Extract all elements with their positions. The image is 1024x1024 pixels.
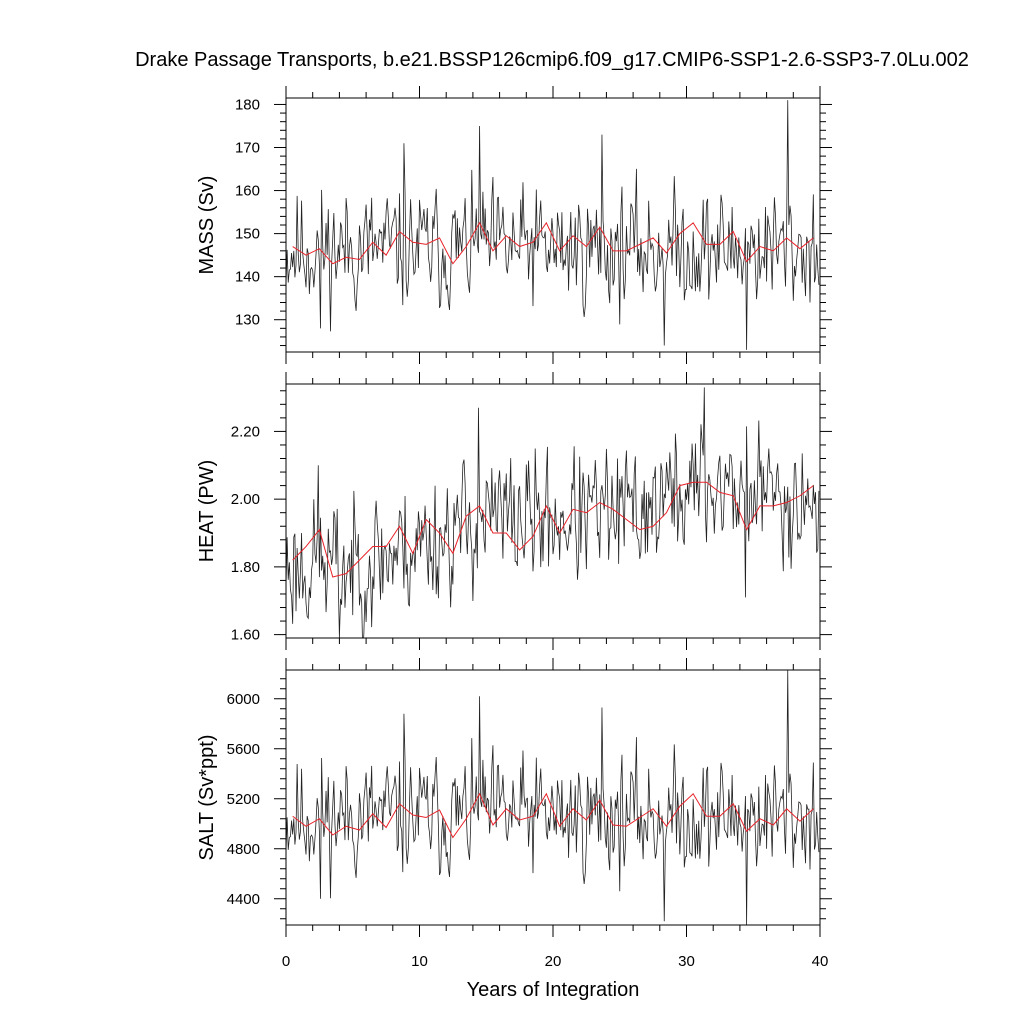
- panel-3: 4400 4800 5200 5600 6000 SALT (Sv*ppt): [196, 658, 832, 937]
- y-tick-label: 5600: [227, 741, 260, 758]
- y-tick-label: 1.80: [231, 559, 260, 576]
- monthly-series-line: [286, 100, 820, 350]
- plot-frame: [285, 97, 821, 353]
- y-axis-label: MASS (Sv): [196, 176, 218, 275]
- y-tick-label: 140: [235, 269, 260, 286]
- x-tick-label: 30: [678, 953, 695, 970]
- y-tick-label: 2.20: [231, 423, 260, 440]
- y-axis-label: SALT (Sv*ppt): [196, 735, 218, 861]
- panel-2: 1.60 1.80 2.00 2.20 HEAT (PW): [196, 372, 832, 650]
- panel-1: 130 140 150 160 170 180 MASS (Sv): [196, 86, 832, 364]
- y-tick-label: 6000: [227, 691, 260, 708]
- y-tick-label: 160: [235, 183, 260, 200]
- monthly-series-line: [286, 670, 820, 925]
- y-tick-label: 130: [235, 312, 260, 329]
- y-tick-label: 180: [235, 96, 260, 113]
- annual-mean-series-line: [292, 481, 814, 578]
- x-tick-label: 40: [812, 953, 829, 970]
- y-tick-label: 1.60: [231, 627, 260, 644]
- x-axis: 0 10 20 30 40: [282, 953, 829, 970]
- monthly-series-line: [286, 387, 820, 638]
- x-axis-label: Years of Integration: [467, 979, 640, 1001]
- chart-title: Drake Passage Transports, b.e21.BSSP126c…: [135, 49, 969, 71]
- panels: 130 140 150 160 170 180 MASS (Sv) 1.60 1.80 2.00 2…: [196, 86, 832, 937]
- x-tick-label: 10: [411, 953, 428, 970]
- y-tick-label: 5200: [227, 791, 260, 808]
- annual-mean-series-line: [292, 792, 814, 839]
- x-tick-label: 0: [282, 953, 290, 970]
- x-tick-label: 20: [545, 953, 562, 970]
- y-tick-label: 2.00: [231, 491, 260, 508]
- y-tick-label: 150: [235, 226, 260, 243]
- y-tick-label: 4400: [227, 891, 260, 908]
- annual-mean-series-line: [292, 221, 814, 265]
- y-axis-label: HEAT (PW): [196, 460, 218, 563]
- y-tick-label: 170: [235, 140, 260, 157]
- y-tick-label: 4800: [227, 841, 260, 858]
- plot-frame: [285, 383, 821, 639]
